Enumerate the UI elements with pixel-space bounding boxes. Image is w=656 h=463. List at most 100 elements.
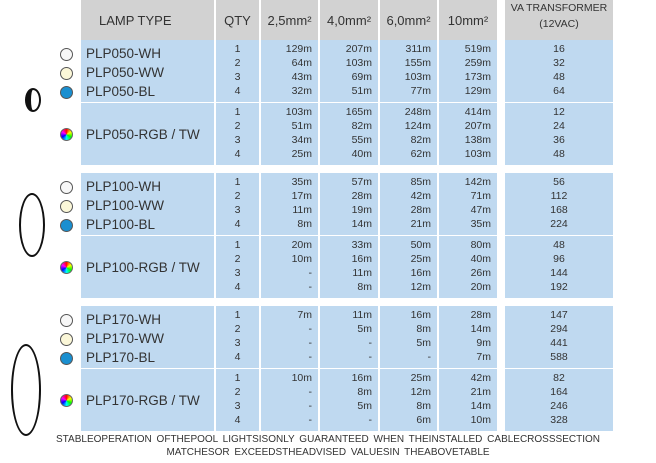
warm-white-color-icon	[60, 333, 73, 346]
length-10mm: 142m	[464, 176, 491, 188]
table-cell	[81, 369, 214, 431]
qty-value: 4	[234, 85, 241, 97]
length-2-5mm: -	[308, 351, 313, 363]
lamp-model-name: PLP050-WH	[86, 46, 162, 61]
table-cell	[380, 369, 437, 431]
va-value: 56	[553, 176, 565, 188]
length-2-5mm: 10m	[291, 372, 312, 384]
length-6-0mm: 248m	[404, 106, 431, 118]
length-4-0mm: 11m	[352, 267, 372, 279]
length-10mm: 40m	[470, 253, 491, 265]
va-value: 112	[550, 190, 568, 202]
length-10mm: 414m	[464, 106, 491, 118]
white-color-icon	[60, 48, 73, 61]
length-6-0mm: 77m	[410, 85, 431, 97]
table-cell	[320, 40, 378, 102]
qty-value: 3	[234, 204, 241, 216]
qty-value: 1	[234, 43, 241, 55]
length-6-0mm: 5m	[416, 337, 431, 349]
length-10mm: 207m	[464, 120, 491, 132]
qty-value: 2	[234, 323, 241, 335]
length-6-0mm: 6m	[416, 414, 431, 426]
qty-value: 4	[234, 218, 241, 230]
lamp-model-name: PLP100-WW	[86, 198, 165, 213]
table-cell	[216, 369, 259, 431]
qty-value: 1	[234, 239, 241, 251]
table-cell	[380, 236, 437, 298]
table-cell	[261, 40, 318, 102]
length-2-5mm: 11m	[292, 204, 312, 216]
length-2-5mm: 129m	[285, 43, 312, 55]
va-value: 24	[553, 120, 565, 132]
header-qty-label: QTY	[224, 12, 251, 28]
va-value: 16	[553, 43, 565, 55]
table-cell	[81, 236, 214, 298]
blue-color-icon	[60, 219, 73, 232]
length-4-0mm: 28m	[351, 190, 372, 202]
table-cell	[320, 173, 378, 235]
length-6-0mm: 311m	[405, 43, 432, 55]
blue-color-icon	[60, 352, 73, 365]
table-cell	[261, 369, 318, 431]
table-cell	[439, 306, 497, 368]
warm-white-color-icon	[60, 67, 73, 80]
length-4-0mm: -	[368, 351, 373, 363]
table-cell	[320, 236, 378, 298]
lamp-model-name: PLP170-WH	[86, 312, 162, 327]
length-2-5mm: 34m	[291, 134, 312, 146]
length-4-0mm: 82m	[351, 120, 372, 132]
length-10mm: 21m	[470, 386, 491, 398]
table-cell	[216, 173, 259, 235]
header-va-voltage: (12VAC)	[539, 18, 579, 30]
header-lamp-type: LAMP TYPE	[81, 0, 214, 40]
table-cell	[261, 103, 318, 165]
lamp-model-name: PLP100-RGB / TW	[86, 260, 200, 275]
header-10mm: 10mm²	[439, 0, 497, 40]
table-cell	[261, 173, 318, 235]
length-6-0mm: 62m	[410, 148, 431, 160]
table-cell	[439, 173, 497, 235]
length-2-5mm: 51m	[291, 120, 312, 132]
length-4-0mm: 207m	[345, 43, 372, 55]
lamp-model-name: PLP050-BL	[86, 84, 156, 99]
table-cell	[505, 103, 613, 165]
lamp-model-name: PLP100-BL	[86, 217, 156, 232]
length-6-0mm: 8m	[416, 400, 431, 412]
white-color-icon	[60, 314, 73, 327]
qty-value: 3	[234, 134, 241, 146]
length-6-0mm: 12m	[410, 281, 431, 293]
length-10mm: 71m	[470, 190, 491, 202]
length-6-0mm: 155m	[404, 57, 431, 69]
va-value: 82	[553, 372, 565, 384]
length-6-0mm: 103m	[404, 71, 431, 83]
length-2-5mm: -	[308, 400, 313, 412]
lamp-model-name: PLP170-BL	[86, 350, 156, 365]
va-value: 168	[550, 204, 568, 216]
length-10mm: 7m	[476, 351, 491, 363]
qty-value: 2	[234, 190, 241, 202]
length-4-0mm: 103m	[345, 57, 372, 69]
length-2-5mm: 35m	[291, 176, 312, 188]
length-4-0mm: 8m	[357, 386, 372, 398]
table-cell	[439, 103, 497, 165]
white-color-icon	[60, 181, 73, 194]
header-6-0mm: 6,0mm²	[380, 0, 437, 40]
length-10mm: 259m	[464, 57, 491, 69]
qty-value: 4	[234, 414, 241, 426]
table-cell	[261, 306, 318, 368]
length-4-0mm: 16m	[351, 372, 372, 384]
qty-value: 2	[234, 386, 241, 398]
va-value: 64	[553, 85, 565, 97]
warm-white-color-icon	[60, 200, 73, 213]
table-cell	[216, 236, 259, 298]
table-cell	[380, 103, 437, 165]
qty-value: 3	[234, 71, 241, 83]
length-4-0mm: 165m	[345, 106, 372, 118]
table-cell	[505, 369, 613, 431]
va-value: 48	[553, 148, 565, 160]
header-va-label: VA TRANSFORMER	[510, 2, 608, 14]
table-cell	[505, 173, 613, 235]
length-4-0mm: 5m	[357, 400, 372, 412]
length-2-5mm: -	[308, 281, 313, 293]
length-4-0mm: -	[368, 337, 373, 349]
